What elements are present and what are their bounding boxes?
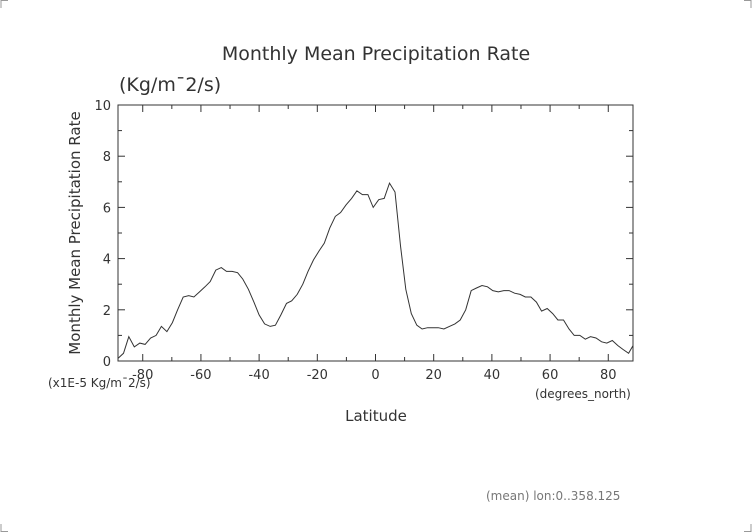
chart-subtitle: (Kg/m¯2/s) [119,74,221,96]
y-tick-label: 6 [103,201,111,216]
x-tick-label: 20 [425,368,442,383]
x-tick-label: -20 [307,368,328,383]
y-axis-units: (x1E-5 Kg/m¯2/s) [48,376,151,390]
x-tick-label: -60 [190,368,211,383]
x-tick-label: 40 [484,368,501,383]
tick-labels: -80 -60 -40 -20 0 20 40 60 80 0 2 4 6 8 10 [94,99,616,383]
y-tick-label: 8 [103,150,111,165]
y-tick-label: 2 [103,304,111,319]
x-tick-label: 60 [542,368,559,383]
x-axis-units: (degrees_north) [535,387,631,401]
axis-ticks [118,104,633,362]
chart-title: Monthly Mean Precipitation Rate [222,43,530,65]
x-tick-label: -40 [248,368,269,383]
x-axis-label: Latitude [345,407,407,425]
x-tick-label: 80 [600,368,617,383]
y-tick-label: 10 [94,99,111,114]
footnote: (mean) lon:0..358.125 [486,489,620,503]
series-line [117,181,634,359]
y-axis-label: Monthly Mean Precipitation Rate [66,111,84,354]
y-tick-label: 4 [103,253,111,268]
x-tick-label: 0 [371,368,379,383]
plot-frame [117,104,634,362]
x-tick-label: -80 [132,368,153,383]
y-tick-label: 0 [103,355,111,370]
